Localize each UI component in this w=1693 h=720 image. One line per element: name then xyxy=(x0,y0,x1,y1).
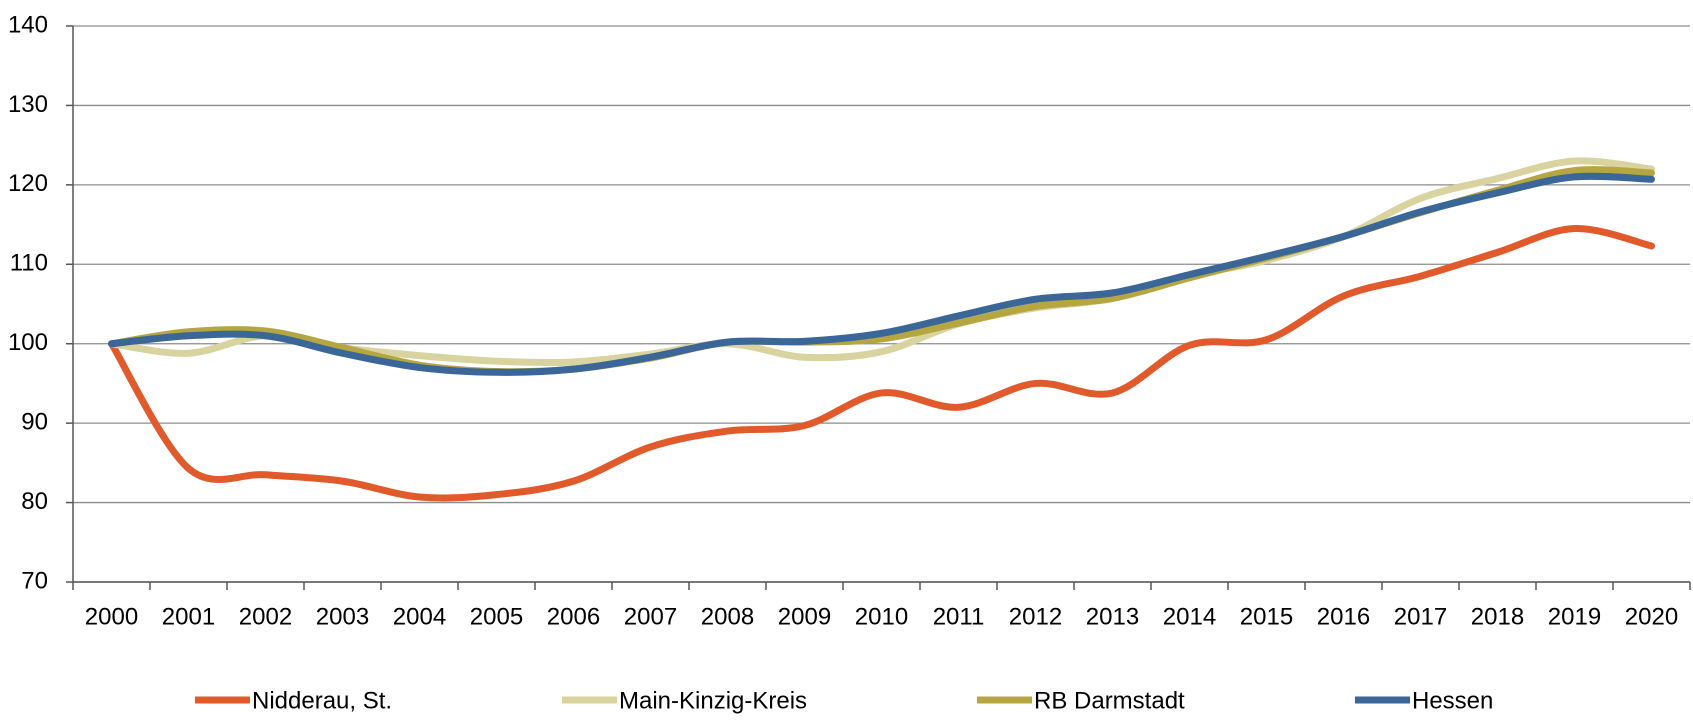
y-tick-label: 120 xyxy=(8,170,48,197)
legend-label: Nidderau, St. xyxy=(252,687,392,714)
x-tick-label: 2009 xyxy=(778,603,831,630)
x-tick-label: 2013 xyxy=(1086,603,1139,630)
y-tick-label: 90 xyxy=(21,408,48,435)
x-tick-label: 2006 xyxy=(547,603,600,630)
y-tick-label: 70 xyxy=(21,567,48,594)
legend-label: Hessen xyxy=(1412,687,1493,714)
x-tick-label: 2020 xyxy=(1625,603,1678,630)
x-tick-label: 2004 xyxy=(393,603,446,630)
x-tick-label: 2010 xyxy=(855,603,908,630)
y-tick-label: 100 xyxy=(8,329,48,356)
x-tick-label: 2003 xyxy=(316,603,369,630)
x-tick-label: 2019 xyxy=(1548,603,1601,630)
x-tick-label: 2001 xyxy=(162,603,215,630)
legend-label: RB Darmstadt xyxy=(1034,687,1185,714)
y-tick-label: 80 xyxy=(21,488,48,515)
x-tick-label: 2007 xyxy=(624,603,677,630)
legend-label: Main-Kinzig-Kreis xyxy=(619,687,807,714)
x-tick-label: 2008 xyxy=(701,603,754,630)
x-tick-label: 2002 xyxy=(239,603,292,630)
series-line xyxy=(108,172,1655,376)
x-tick-label: 2005 xyxy=(470,603,523,630)
x-tick-label: 2000 xyxy=(85,603,138,630)
y-tick-label: 140 xyxy=(8,11,48,38)
x-tick-label: 2011 xyxy=(933,603,985,630)
x-tick-label: 2016 xyxy=(1317,603,1370,630)
y-tick-label: 110 xyxy=(10,250,48,277)
x-tick-label: 2018 xyxy=(1471,603,1524,630)
x-tick-label: 2012 xyxy=(1009,603,1062,630)
y-tick-label: 130 xyxy=(8,91,48,118)
x-tick-label: 2014 xyxy=(1163,603,1216,630)
series-line xyxy=(108,225,1655,502)
x-tick-label: 2015 xyxy=(1240,603,1293,630)
x-tick-label: 2017 xyxy=(1394,603,1447,630)
